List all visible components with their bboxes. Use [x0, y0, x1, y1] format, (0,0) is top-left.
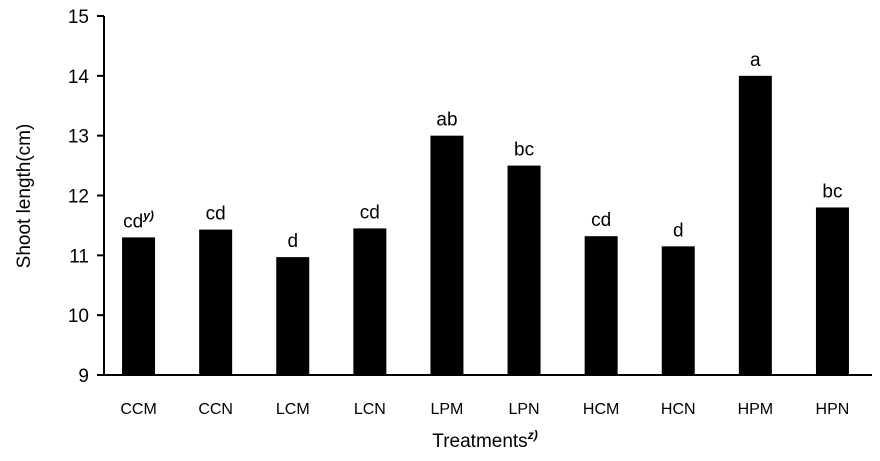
bar-hcm: [584, 236, 618, 375]
bar-lpn: [507, 165, 541, 375]
y-tick-label: 14: [68, 67, 90, 88]
bar-ccm: [122, 237, 156, 375]
x-tick-label: HPN: [816, 401, 850, 418]
x-tick-label: LCN: [354, 401, 386, 418]
x-tick-label: HCN: [661, 401, 696, 418]
data-label: cd: [591, 210, 611, 231]
x-tick-label: LPN: [508, 401, 539, 418]
x-tick-label: HPM: [738, 401, 774, 418]
data-label: cd: [206, 204, 226, 225]
x-axis-title-text: Treatments: [432, 431, 527, 452]
x-axis-title: Treatmentsz): [432, 428, 537, 452]
data-label: a: [750, 50, 761, 71]
x-axis-title-superscript: z): [527, 428, 538, 442]
bar-lcm: [276, 257, 310, 375]
data-label: bc: [822, 181, 842, 202]
y-tick-label: 9: [78, 366, 89, 387]
data-label: cdy): [123, 208, 154, 232]
x-axis: CCM CCN LCM LCN LPM LPN HCM HCN HPM HPN: [104, 374, 872, 418]
y-tick-label: 11: [69, 246, 89, 267]
data-label: cd: [360, 202, 380, 223]
data-label: d: [287, 231, 298, 252]
x-tick-label: LPM: [430, 401, 463, 418]
x-tick-label: HCM: [583, 401, 619, 418]
bar-lcn: [353, 228, 387, 375]
bar-hpm: [738, 75, 772, 375]
bars: [122, 75, 849, 375]
data-labels: cdy) cd d cd ab bc cd d a bc: [123, 50, 842, 252]
x-tick-label: LCM: [276, 401, 310, 418]
x-tick-label: CCN: [198, 401, 233, 418]
y-tick-label: 15: [68, 7, 89, 28]
x-tick-label: CCM: [120, 401, 156, 418]
bar-hpn: [815, 207, 849, 375]
data-label: ab: [436, 110, 457, 131]
y-tick-label: 12: [68, 187, 89, 208]
data-label-superscript: y): [142, 208, 154, 222]
bar-lpm: [430, 135, 464, 375]
bar-ccn: [199, 229, 233, 375]
y-axis: 9 10 11 12 13 14 15: [68, 7, 105, 387]
bar-hcn: [661, 246, 695, 375]
y-axis-title: Shoot length(cm): [14, 124, 35, 269]
y-tick-label: 10: [68, 306, 89, 327]
data-label: bc: [514, 140, 534, 161]
y-tick-label: 13: [68, 127, 89, 148]
data-label: d: [673, 220, 684, 241]
